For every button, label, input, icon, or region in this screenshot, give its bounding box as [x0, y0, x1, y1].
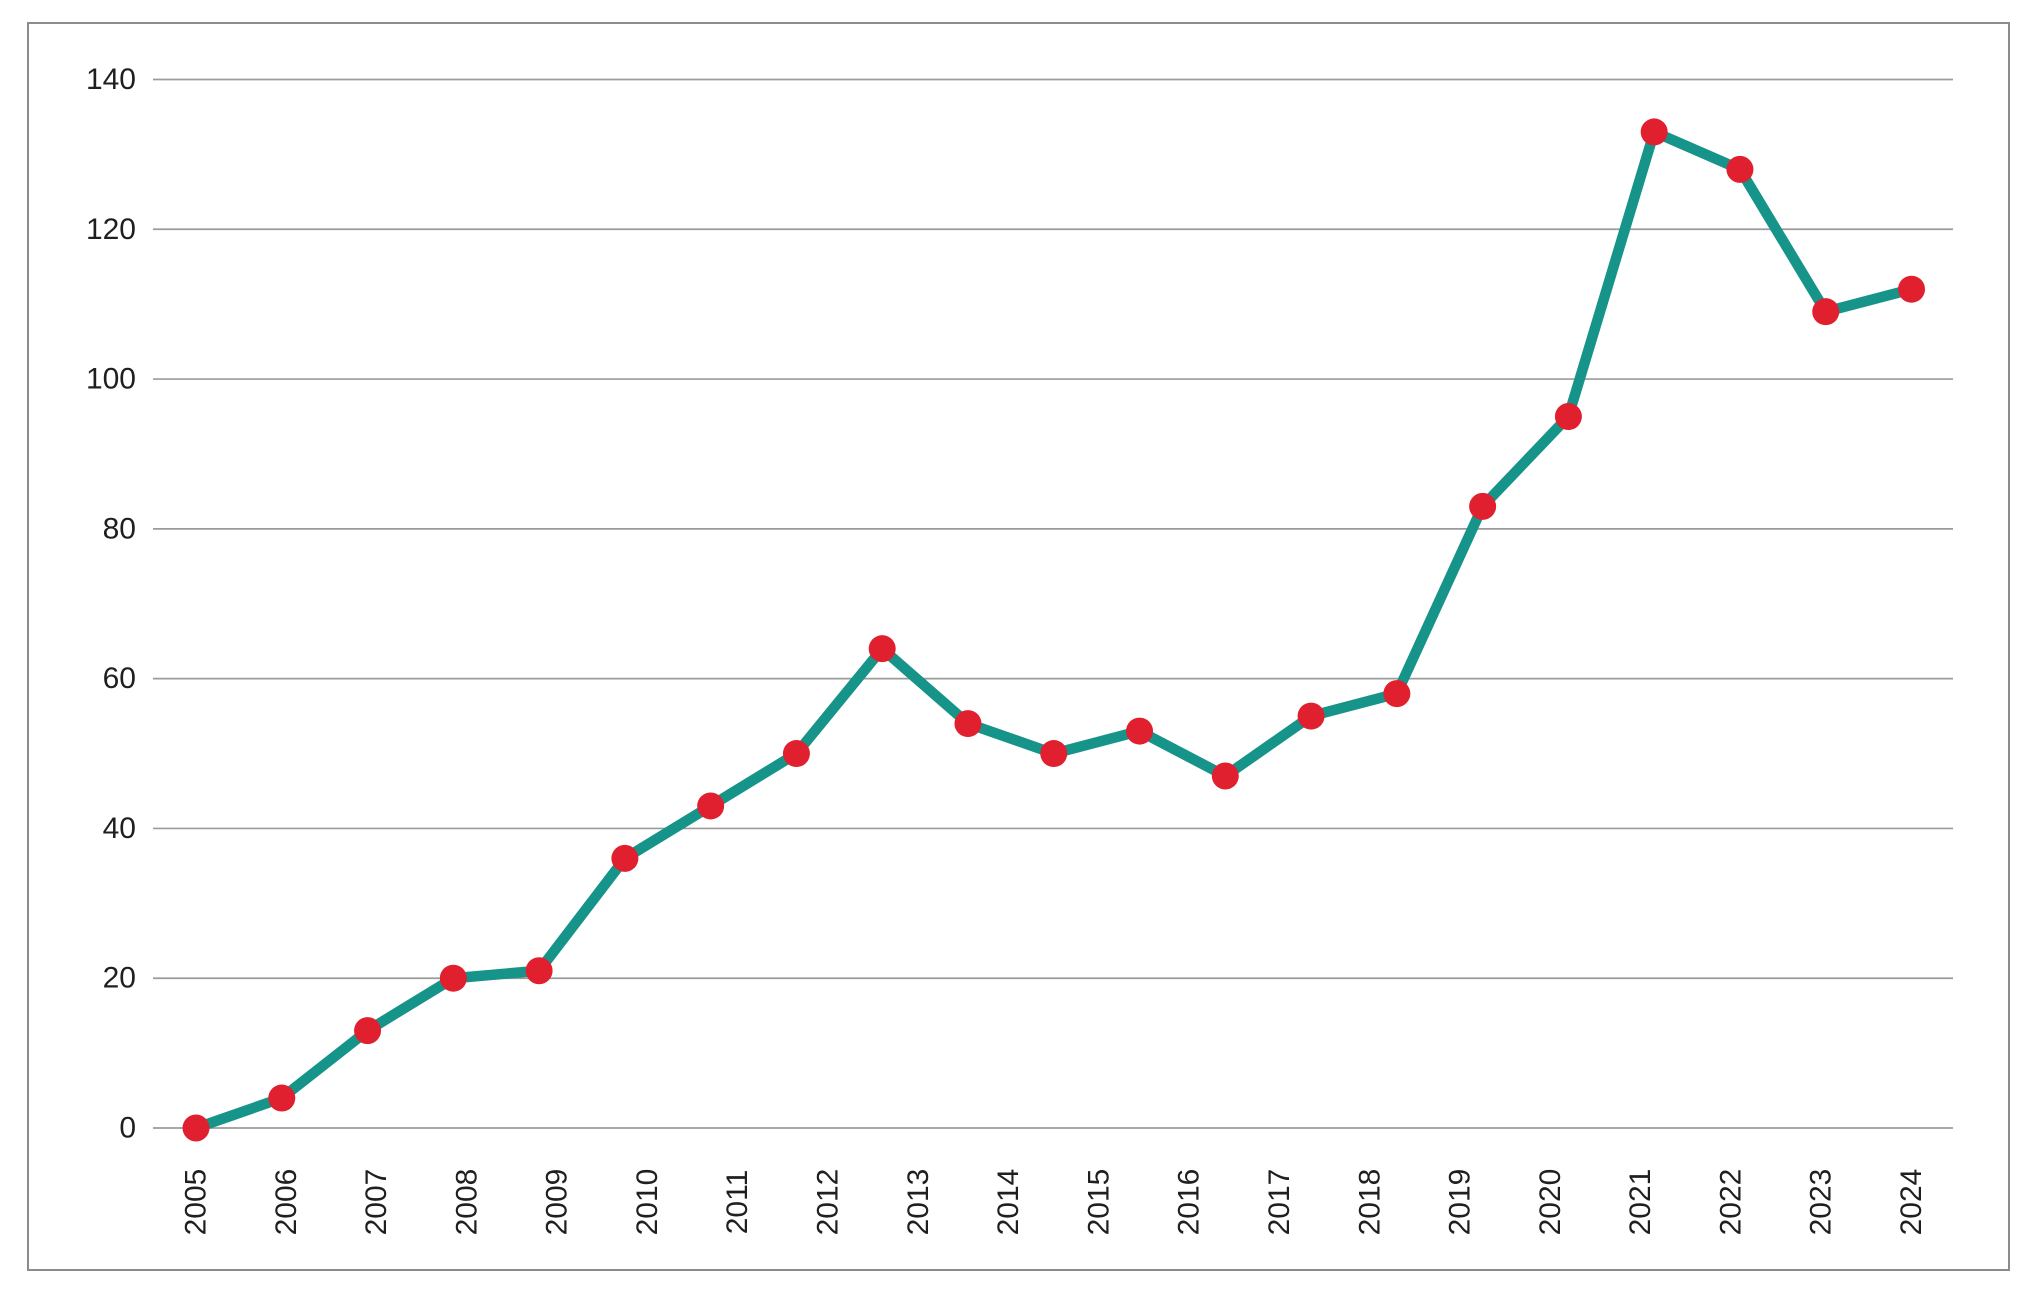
- x-tick-label: 2015: [1082, 1169, 1115, 1236]
- data-point-marker: [439, 964, 467, 992]
- y-tick-label: 100: [86, 363, 136, 396]
- data-point-marker: [1040, 740, 1068, 768]
- data-point-marker: [1726, 155, 1754, 183]
- data-point-marker: [354, 1017, 382, 1045]
- data-point-marker: [1211, 762, 1239, 790]
- y-tick-label: 60: [103, 662, 136, 695]
- data-point-marker: [611, 844, 639, 872]
- chart-outer-frame: [27, 22, 2010, 1271]
- y-tick-label: 20: [103, 962, 136, 995]
- x-tick-label: 2017: [1263, 1169, 1296, 1236]
- x-tick-label: 2012: [812, 1169, 845, 1236]
- data-point-marker: [1640, 118, 1668, 146]
- x-tick-label: 2020: [1534, 1169, 1567, 1236]
- data-point-marker: [697, 792, 725, 820]
- x-tick-label: 2022: [1714, 1169, 1747, 1236]
- y-tick-label: 140: [86, 63, 136, 96]
- x-tick-label: 2016: [1173, 1169, 1206, 1236]
- x-tick-label: 2021: [1624, 1169, 1657, 1236]
- data-point-marker: [1297, 702, 1325, 730]
- y-tick-label: 120: [86, 213, 136, 246]
- x-tick-label: 2011: [721, 1170, 754, 1235]
- data-point-marker: [1812, 298, 1840, 326]
- x-axis-tick-labels: 2005 2006 2007 2008 2009 2010 2011 2012 2013 2014…: [180, 1169, 1929, 1236]
- x-tick-label: 2006: [270, 1169, 303, 1236]
- y-axis-tick-labels: 0 20 40 60 80 100 120 140: [86, 63, 136, 1145]
- data-point-marker: [782, 740, 810, 768]
- data-point-marker: [1126, 717, 1154, 745]
- y-tick-label: 80: [103, 512, 136, 545]
- x-tick-label: 2007: [360, 1169, 393, 1236]
- y-tick-label: 40: [103, 812, 136, 845]
- x-tick-label: 2009: [541, 1169, 574, 1236]
- x-tick-label: 2008: [450, 1169, 483, 1236]
- y-tick-label: 0: [119, 1112, 136, 1145]
- x-tick-label: 2010: [631, 1169, 664, 1236]
- data-point-marker: [1469, 492, 1497, 520]
- data-point-markers: [182, 118, 1925, 1142]
- data-point-marker: [268, 1084, 296, 1112]
- x-tick-label: 2005: [180, 1169, 213, 1236]
- data-point-marker: [525, 957, 553, 985]
- x-tick-label: 2019: [1444, 1169, 1477, 1236]
- gridlines: [153, 78, 1953, 1129]
- data-point-marker: [1383, 680, 1411, 708]
- data-point-marker: [954, 710, 982, 738]
- data-point-marker: [868, 635, 896, 663]
- x-tick-label: 2024: [1895, 1169, 1928, 1236]
- x-tick-label: 2013: [902, 1169, 935, 1236]
- data-point-marker: [182, 1114, 210, 1142]
- x-tick-label: 2023: [1805, 1169, 1838, 1236]
- x-tick-label: 2014: [992, 1169, 1025, 1236]
- data-point-marker: [1554, 403, 1582, 431]
- x-tick-label: 2018: [1353, 1169, 1386, 1236]
- data-point-marker: [1898, 275, 1925, 303]
